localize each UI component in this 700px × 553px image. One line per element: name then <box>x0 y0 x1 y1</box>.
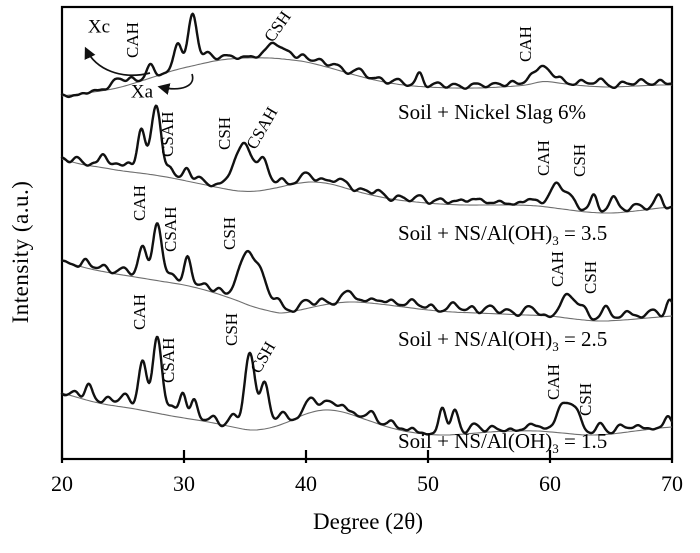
x-tick-label: 30 <box>173 471 195 496</box>
peak-label-csah: CSAH <box>159 337 178 383</box>
series-label-3: Soil + NS/Al(OH)3 = 1.5 <box>398 429 608 457</box>
series-label-0: Soil + Nickel Slag 6% <box>398 100 586 124</box>
peak-label-cah: CAH <box>123 22 142 58</box>
peak-label-cah: CAH <box>548 251 567 287</box>
y-axis-label: Intensity (a.u.) <box>8 180 33 324</box>
peak-label-cah: CAH <box>130 294 149 330</box>
annotation-arrow <box>84 46 151 77</box>
peak-label-cah: CAH <box>130 185 149 221</box>
peak-label-csah: CSAH <box>161 206 180 252</box>
trace-2-pattern <box>60 222 673 321</box>
peak-label-cah: CAH <box>534 140 553 176</box>
peak-label-cah: CAH <box>516 26 535 62</box>
peak-label-cah: CAH <box>544 364 563 400</box>
peak-label-xa: Xa <box>130 81 154 103</box>
peak-label-csh: CSH <box>570 143 589 177</box>
x-tick-label: 60 <box>539 471 561 496</box>
x-tick-label: 20 <box>51 471 73 496</box>
x-tick-label: 70 <box>661 471 683 496</box>
peak-label-csh: CSH <box>220 216 239 250</box>
x-tick-label: 40 <box>295 471 317 496</box>
peak-label-csh: CSH <box>215 116 234 150</box>
trace-0-pattern <box>60 12 673 99</box>
peak-label-csh: CSH <box>576 382 595 416</box>
peak-label-csah: CSAH <box>158 111 177 157</box>
trace-3-amorphous-baseline <box>61 392 673 436</box>
trace-1-amorphous-baseline <box>61 158 673 214</box>
series-label-2: Soil + NS/Al(OH)3 = 2.5 <box>398 327 608 355</box>
x-axis-label: Degree (2θ) <box>313 509 423 534</box>
trace-3-pattern <box>60 335 673 436</box>
plot-frame <box>60 5 674 461</box>
peak-label-csh: CSH <box>222 312 241 346</box>
peak-label-xc: Xc <box>87 16 111 38</box>
series-label-1: Soil + NS/Al(OH)3 = 3.5 <box>398 221 608 249</box>
annotation-arrow <box>157 73 194 95</box>
trace-2-amorphous-baseline <box>61 260 673 322</box>
trace-1-pattern <box>60 104 673 213</box>
x-tick-label: 50 <box>417 471 439 496</box>
peak-label-csh: CSH <box>581 260 600 294</box>
